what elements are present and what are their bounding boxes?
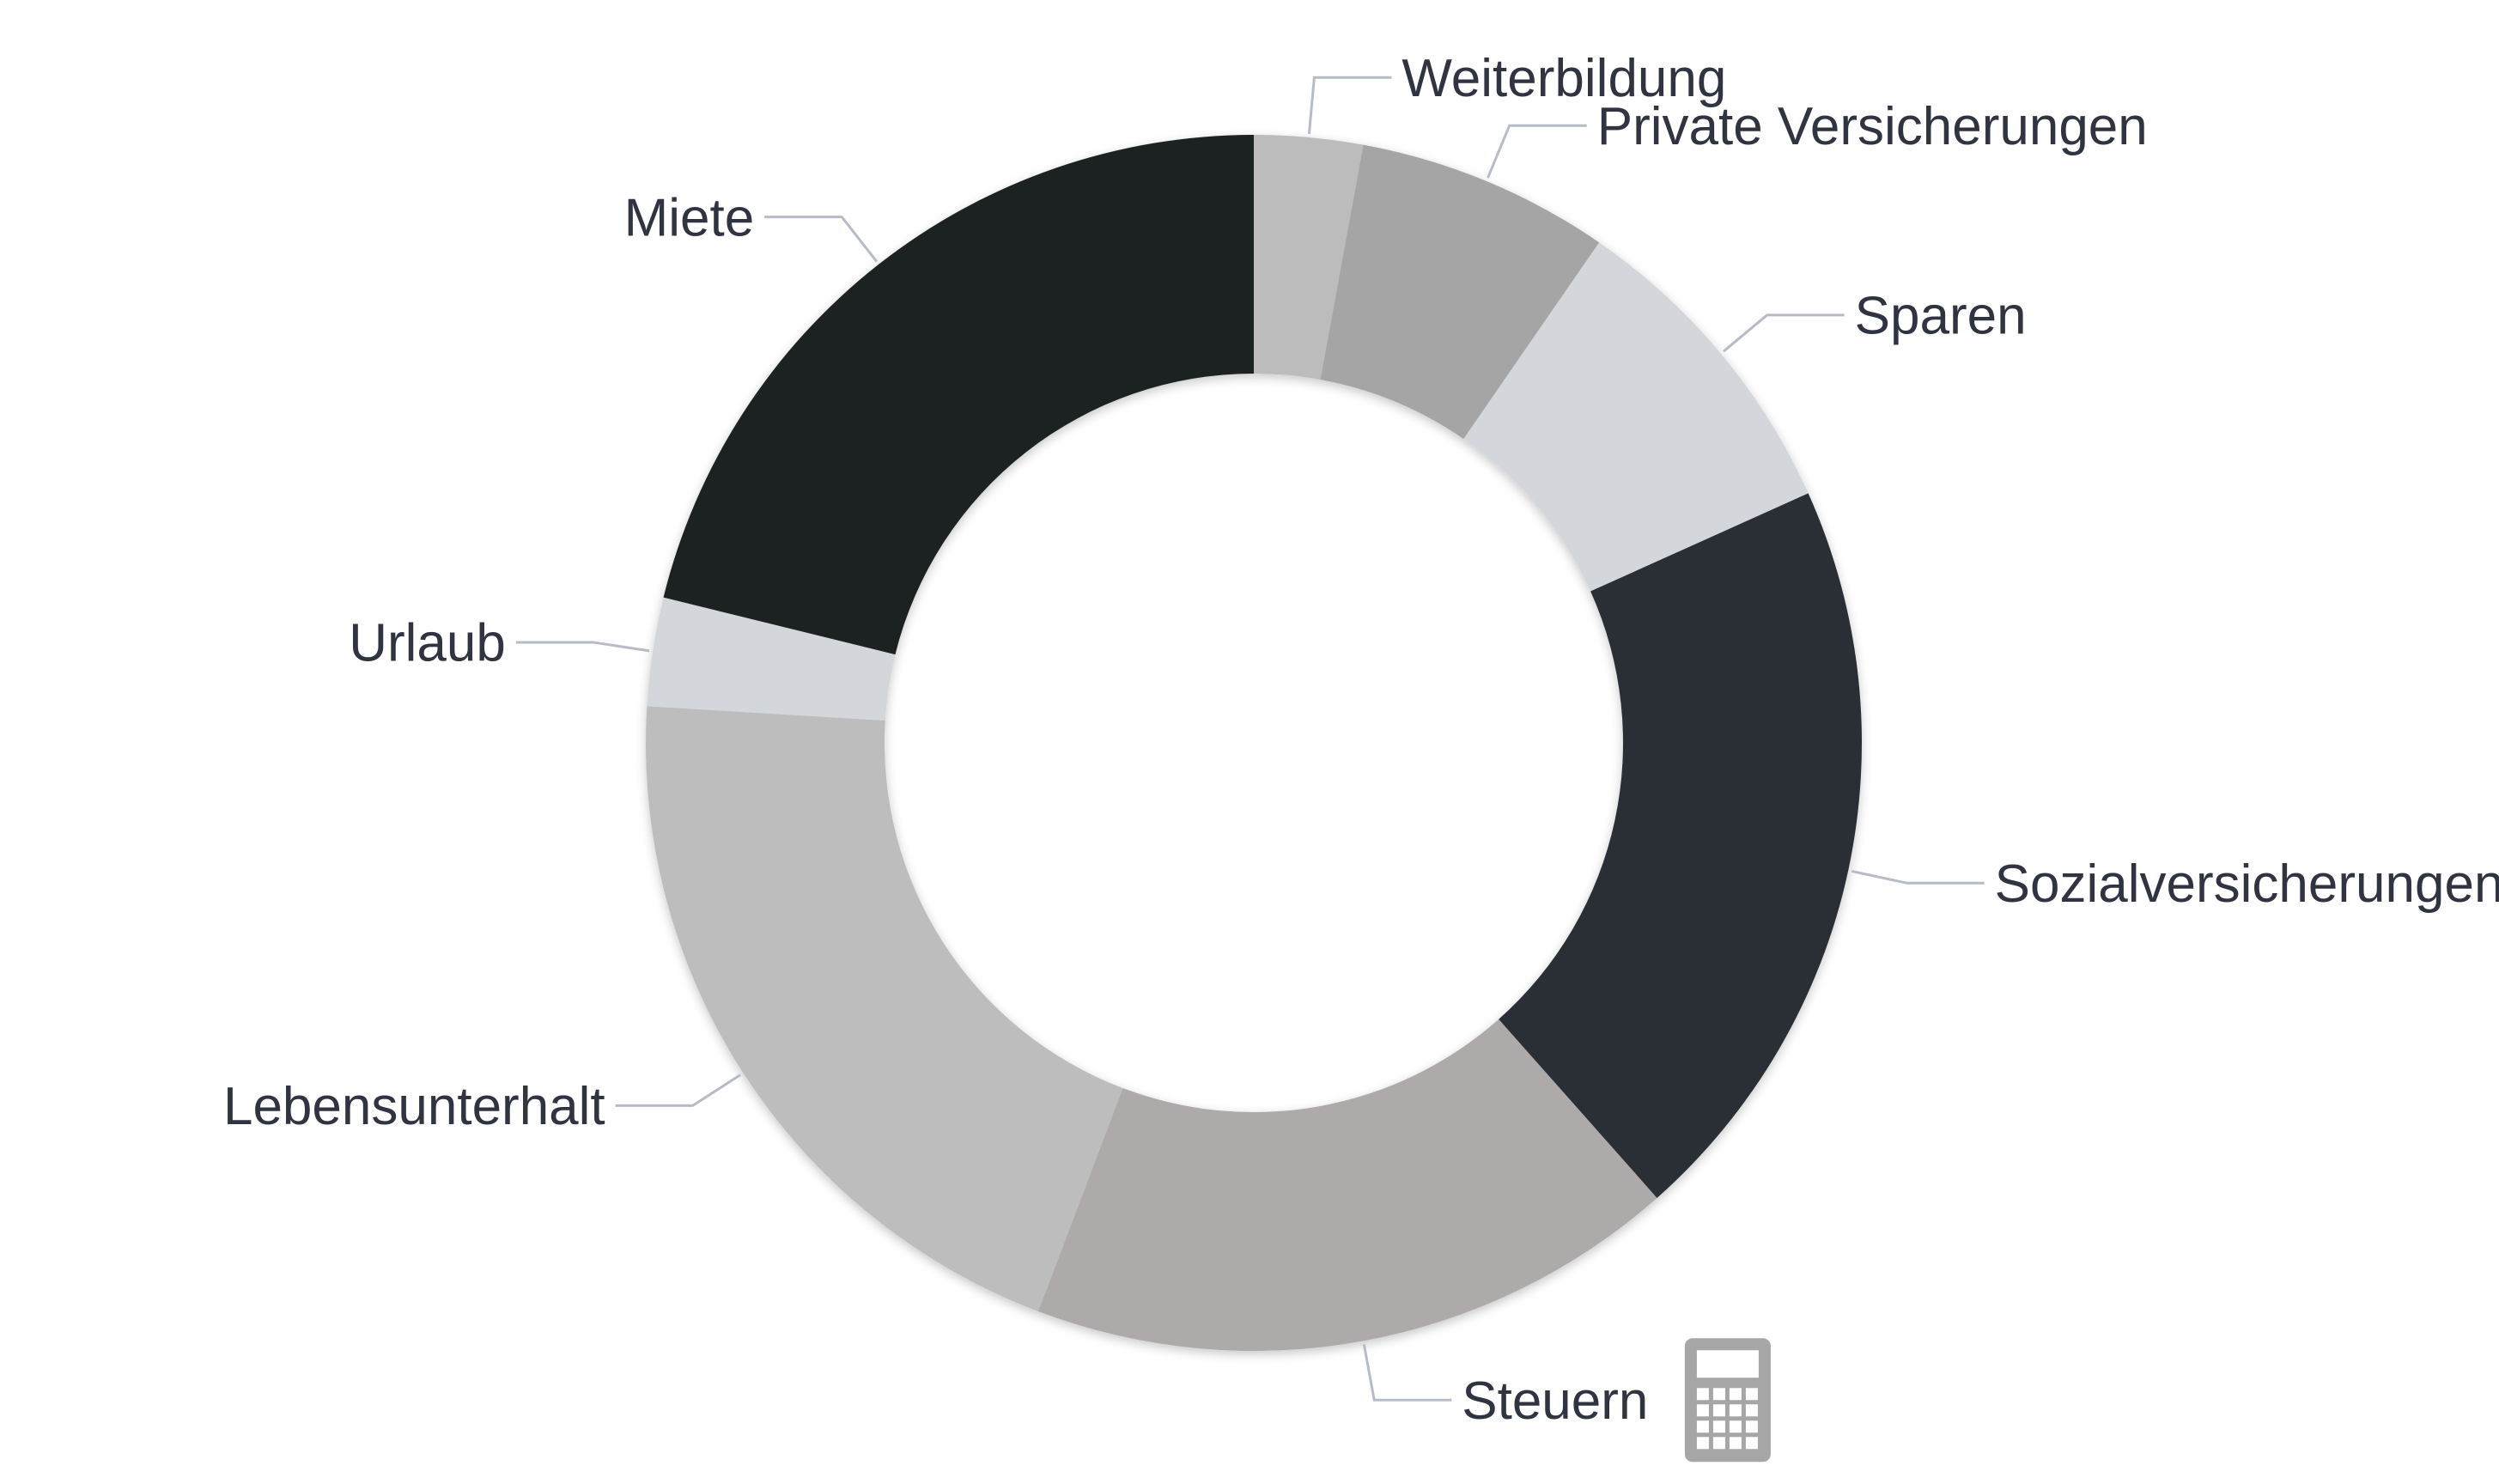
slice-label-miete: Miete	[624, 188, 755, 247]
leader-lines-layer	[515, 76, 1985, 1402]
slice-private-versicherungen[interactable]	[1320, 144, 1600, 440]
leader-line-sparen	[1722, 313, 1845, 353]
slice-urlaub[interactable]	[647, 597, 896, 721]
slices-layer	[646, 135, 1862, 1351]
slice-label-private-versicherungen: Private Versicherungen	[1597, 97, 2148, 156]
leader-line-lebensunterhalt	[615, 1073, 741, 1107]
slice-label-sozialversicherungen: Sozialversicherungen	[1995, 855, 2499, 914]
slice-weiterbildung[interactable]	[1254, 135, 1364, 380]
leader-line-weiterbildung	[1307, 76, 1392, 135]
slice-sozialversicherungen[interactable]	[1499, 493, 1862, 1198]
slice-miete[interactable]	[663, 135, 1254, 655]
slice-label-urlaub: Urlaub	[349, 614, 506, 673]
leader-line-steuern	[1362, 1344, 1452, 1402]
slice-lebensunterhalt[interactable]	[646, 706, 1123, 1311]
leader-line-urlaub	[515, 641, 650, 653]
slice-label-lebensunterhalt: Lebensunterhalt	[223, 1077, 605, 1136]
calculator-icon	[1684, 1338, 1771, 1463]
slice-label-steuern: Steuern	[1462, 1371, 1648, 1431]
slice-label-sparen: Sparen	[1855, 287, 2027, 346]
slice-steuern[interactable]	[1037, 1019, 1657, 1351]
icons-layer	[1684, 1338, 1771, 1463]
leader-line-private-versicherungen	[1487, 124, 1587, 179]
slice-sparen[interactable]	[1463, 242, 1809, 592]
leader-line-miete	[764, 216, 879, 263]
leader-line-sozialversicherungen	[1851, 869, 1985, 885]
slice-label-weiterbildung: Weiterbildung	[1402, 49, 1726, 108]
